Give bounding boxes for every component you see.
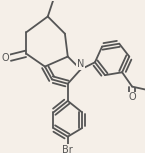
Text: O: O — [128, 92, 136, 102]
Text: O: O — [2, 53, 9, 63]
Text: Br: Br — [62, 145, 73, 153]
Text: N: N — [77, 59, 84, 69]
